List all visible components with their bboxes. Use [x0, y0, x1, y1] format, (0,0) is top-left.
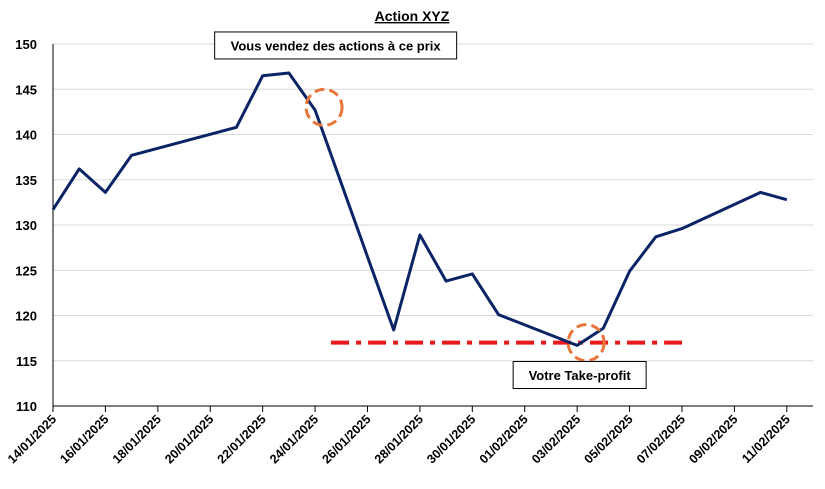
y-tick-label: 145 [15, 82, 37, 97]
x-tick-labels: 14/01/202516/01/202518/01/202520/01/2025… [5, 412, 793, 466]
x-tick-label: 22/01/2025 [215, 412, 269, 466]
x-tick-label: 26/01/2025 [319, 412, 373, 466]
x-tick-label: 09/02/2025 [686, 412, 740, 466]
y-tick-labels: 110 115 120 125 130 135 140 145 150 [15, 37, 37, 414]
y-tick-label: 130 [15, 218, 37, 233]
x-tick-label: 03/02/2025 [529, 412, 583, 466]
annotation-frame [214, 31, 458, 60]
chart-title: Action XYZ [375, 8, 450, 24]
x-tick-label: 07/02/2025 [634, 412, 688, 466]
annotation-text: Votre Take-profit [529, 368, 632, 383]
x-tick-label: 30/01/2025 [424, 412, 478, 466]
x-tick-label: 01/02/2025 [477, 412, 531, 466]
y-tick-label: 140 [15, 128, 37, 143]
x-tick-label: 14/01/2025 [5, 412, 59, 466]
y-tick-label: 115 [16, 354, 37, 369]
y-tick-label: 135 [15, 173, 37, 188]
axes [52, 44, 813, 412]
x-tick-label: 28/01/2025 [372, 412, 426, 466]
annotation-box: Vous vendez des actions à ce prix [214, 31, 458, 60]
x-tick-label: 16/01/2025 [57, 412, 111, 466]
x-tick-label: 05/02/2025 [582, 412, 636, 466]
gridlines [53, 43, 813, 362]
x-tick-label: 24/01/2025 [267, 412, 321, 466]
highlight-circle [304, 87, 344, 127]
annotation-box: Votre Take-profit [512, 361, 647, 390]
highlight-circle [566, 323, 606, 363]
y-tick-label: 150 [15, 37, 37, 52]
series-layer [51, 71, 788, 347]
x-tick-label: 11/02/2025 [739, 412, 793, 466]
annotations: Vous vendez des actions à ce prix Votre T… [214, 31, 647, 390]
y-tick-label: 120 [15, 309, 37, 324]
y-tick-label: 125 [15, 263, 37, 278]
series-line [51, 71, 788, 347]
highlight-circles [304, 87, 606, 363]
annotation-frame [512, 361, 647, 390]
x-tick-label: 20/01/2025 [162, 412, 216, 466]
x-tick-label: 18/01/2025 [110, 412, 164, 466]
annotation-text: Vous vendez des actions à ce prix [231, 38, 442, 53]
y-tick-label: 110 [16, 399, 37, 414]
